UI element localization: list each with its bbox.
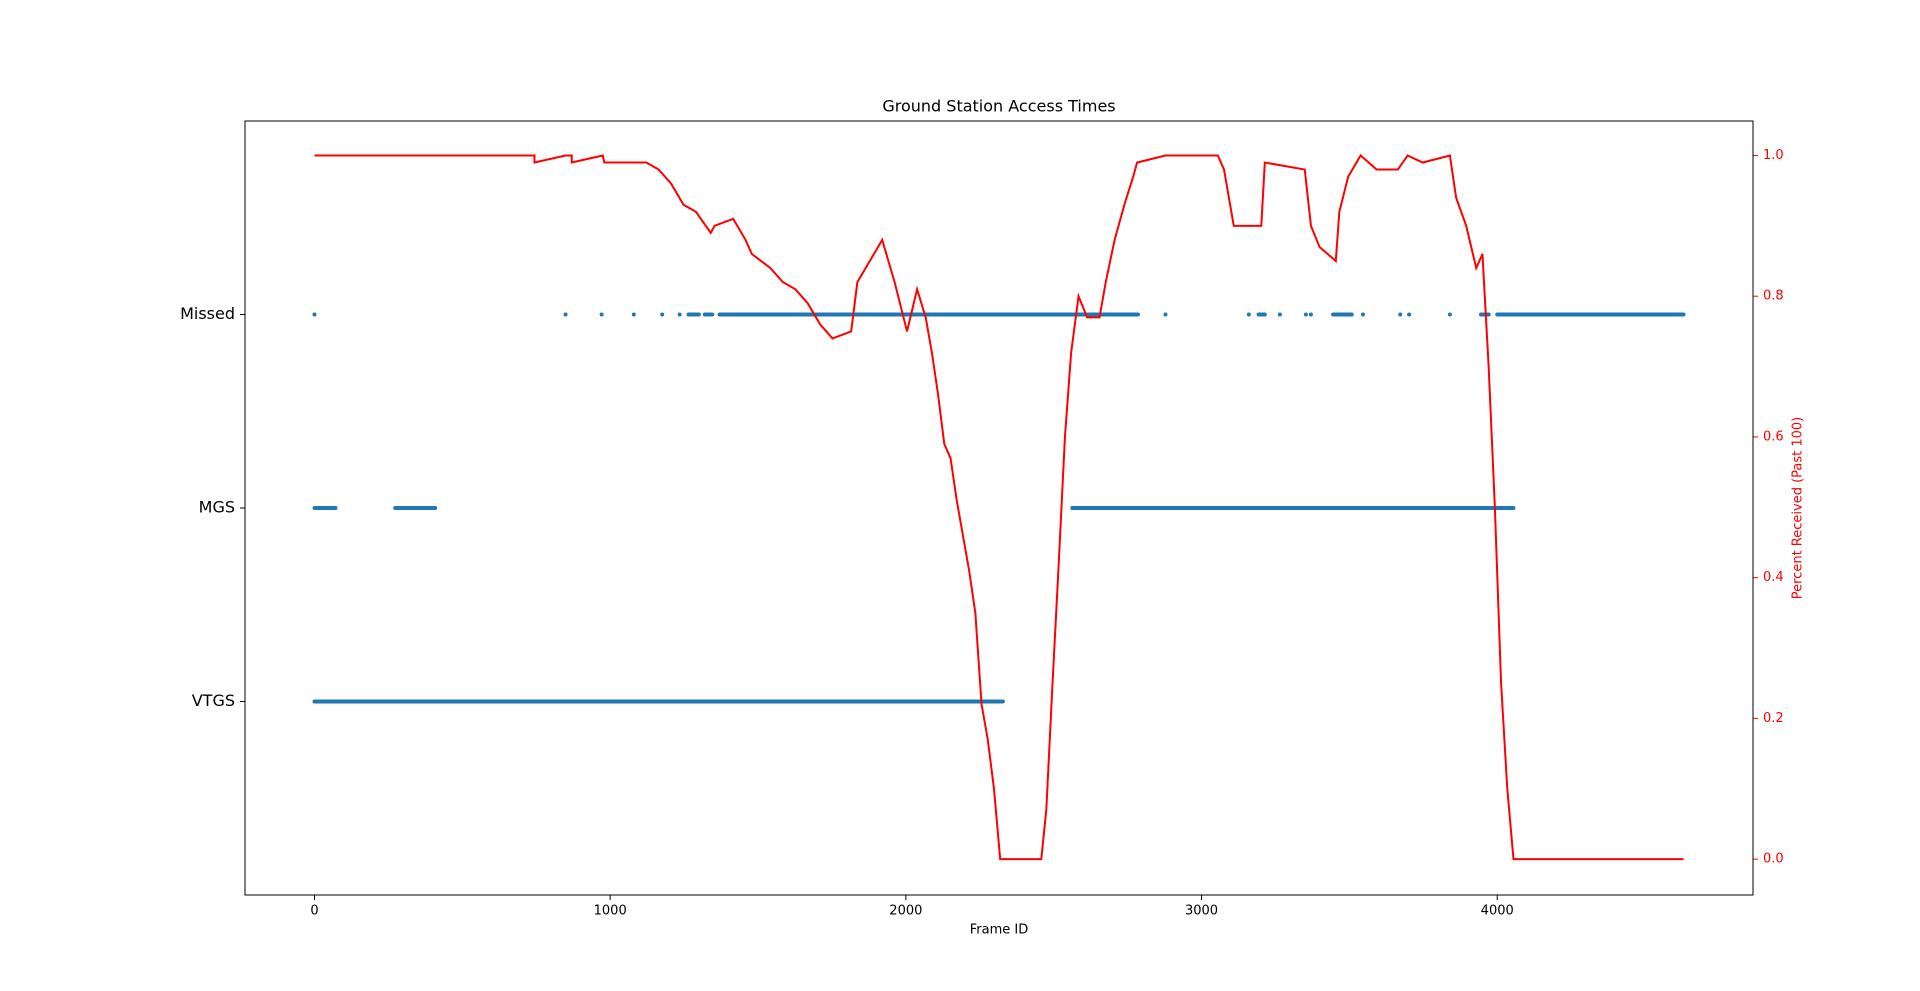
- y2-tick-label: 0.6: [1763, 429, 1784, 444]
- x-tick-label: 1000: [594, 904, 627, 919]
- y-tick-label: VTGS: [192, 691, 235, 710]
- y2-tick-label: 0.4: [1763, 570, 1784, 585]
- chart-title: Ground Station Access Times: [882, 97, 1115, 116]
- x-tick-label: 0: [310, 904, 318, 919]
- y2-axis-label: Percent Received (Past 100): [1791, 417, 1806, 600]
- y-tick-label: MGS: [199, 498, 235, 517]
- x-tick-label: 4000: [1481, 904, 1514, 919]
- y2-tick-label: 0.0: [1763, 852, 1784, 867]
- y2-tick-label: 0.8: [1763, 289, 1784, 304]
- x-tick-label: 3000: [1185, 904, 1218, 919]
- y-tick-label: Missed: [180, 304, 235, 323]
- plot-frame: [244, 120, 1754, 896]
- percent-line: [314, 153, 1684, 861]
- y2-tick-label: 0.2: [1763, 711, 1784, 726]
- x-axis-label: Frame ID: [970, 923, 1028, 938]
- y2-tick-label: 1.0: [1763, 148, 1784, 163]
- x-tick-label: 2000: [889, 904, 922, 919]
